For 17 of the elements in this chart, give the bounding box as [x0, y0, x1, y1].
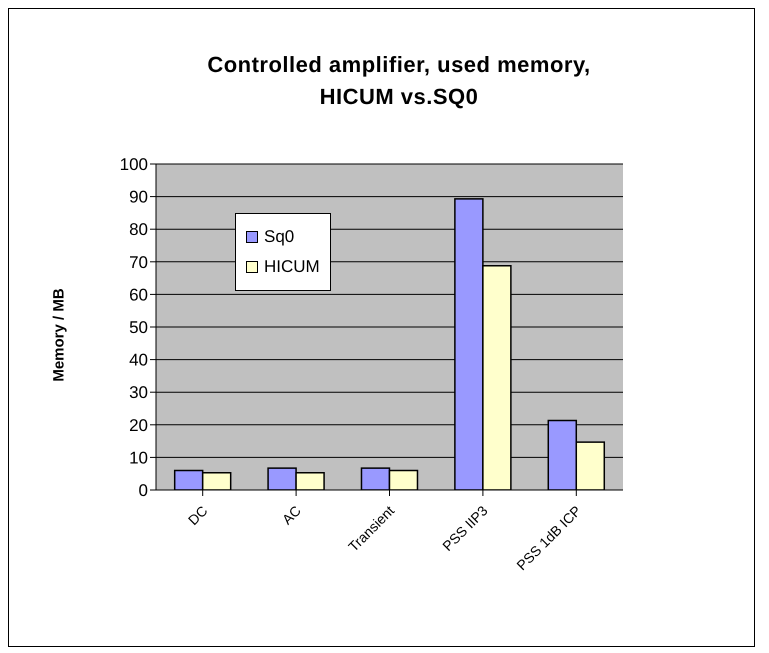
x-tick-label: AC [278, 502, 304, 528]
y-tick-label: 40 [129, 350, 148, 370]
y-tick-label: 90 [129, 188, 148, 207]
y-tick-label: 30 [129, 383, 148, 402]
legend-label: Sq0 [264, 226, 294, 248]
legend-label: HICUM [264, 256, 320, 278]
y-tick-label: 20 [129, 416, 148, 435]
y-tick-label: 50 [129, 318, 148, 338]
x-tick-label: DC [184, 502, 210, 528]
y-tick-label: 80 [129, 220, 148, 240]
y-tick-label: 10 [129, 448, 148, 468]
y-axis-title: Memory / MB [50, 288, 68, 382]
y-tick-label: 100 [120, 155, 148, 174]
y-tick-label: 70 [129, 252, 148, 272]
chart-title: Controlled amplifier, used memory, HICUM vs.SQ0 [206, 51, 592, 111]
y-tick-label: 60 [129, 285, 148, 304]
y-tick-label: 0 [138, 481, 148, 500]
